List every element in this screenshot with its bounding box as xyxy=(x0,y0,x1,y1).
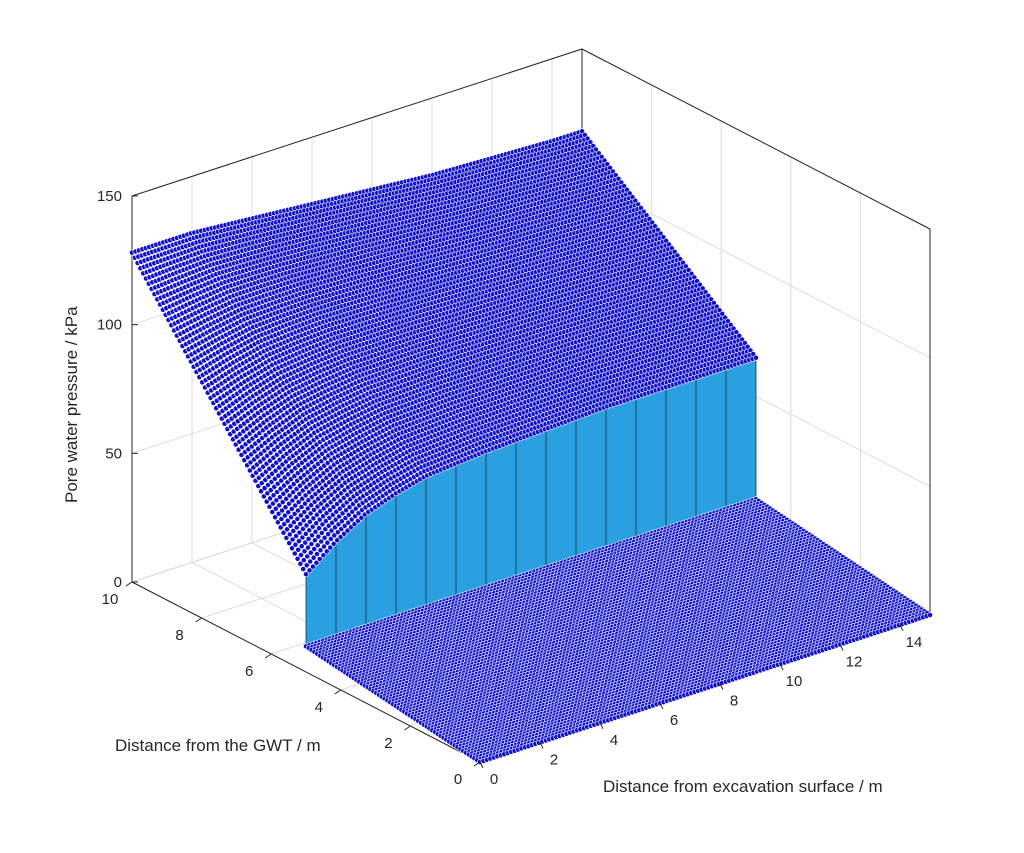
surface-layer xyxy=(129,128,933,765)
axis-box-edge xyxy=(131,48,583,197)
jump-face xyxy=(306,357,756,647)
lower-surface xyxy=(303,496,933,765)
axis-box-edge xyxy=(131,581,481,763)
axis-box-edge xyxy=(581,48,931,230)
